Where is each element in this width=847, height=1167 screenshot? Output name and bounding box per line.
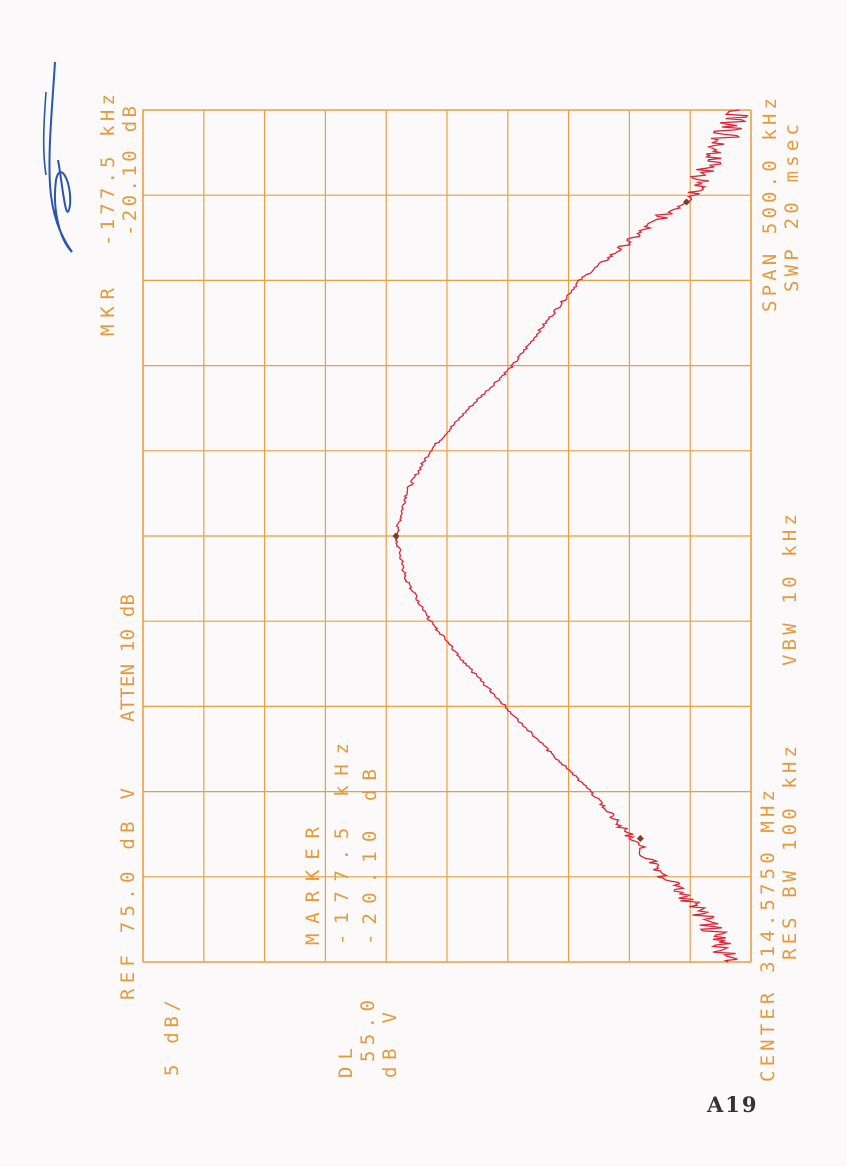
handwritten-signature-stroke	[42, 91, 47, 176]
display-line-unit: dB V	[379, 1012, 401, 1078]
display-line-value: 55.0	[357, 1000, 379, 1062]
graticule	[142, 109, 752, 963]
handwritten-signature	[48, 61, 73, 253]
marker-box-title: MARKER	[302, 826, 324, 945]
vbw-label: VBW 10 kHz	[779, 514, 801, 666]
span-label: SPAN 500.0 kHz	[759, 98, 781, 312]
center-frequency-label: CENTER 314.5750 MHz	[757, 790, 779, 1082]
ref-level-label: REF 75.0 dB V	[117, 788, 139, 1000]
scale-per-div-label: 5 dB/	[161, 1000, 183, 1076]
display-line-label: DL	[335, 1048, 357, 1078]
marker-box-freq: -177.5 kHz	[331, 743, 353, 945]
page-number: A19	[706, 1092, 759, 1117]
sweep-time-label: SWP 20 msec	[781, 124, 803, 292]
markers	[392, 198, 691, 842]
marker-box-level: -20.10 dB	[359, 769, 381, 945]
peak-marker	[392, 532, 400, 540]
res-bw-label: RES BW 100 kHz	[779, 746, 801, 960]
marker-point	[636, 834, 644, 842]
marker-point	[683, 198, 691, 206]
marker-readout-freq: -177.5 kHz	[97, 94, 119, 246]
marker-readout-level: -20.10 dB	[119, 106, 141, 236]
marker-readout-title: MKR	[97, 287, 119, 336]
attenuation-label: ATTEN 10 dB	[117, 594, 139, 722]
